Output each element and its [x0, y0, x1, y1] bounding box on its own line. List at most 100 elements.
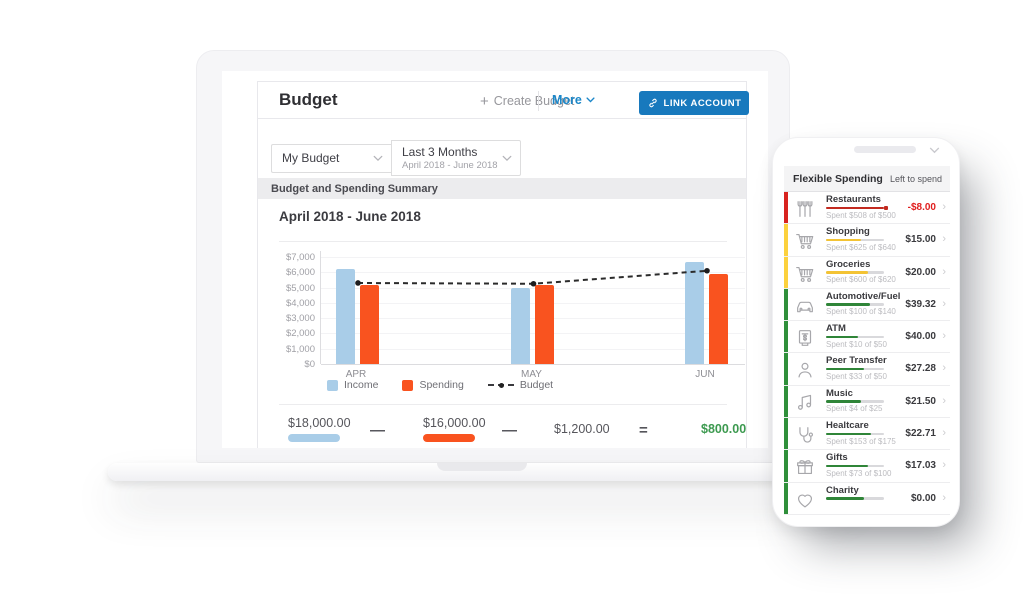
budget-line — [355, 267, 710, 287]
phone-screen: Flexible Spending Left to spend Restaura… — [784, 166, 950, 515]
progress-fill — [826, 464, 868, 468]
spending-bar — [359, 284, 379, 364]
progress-track — [826, 205, 888, 210]
header-divider — [538, 91, 539, 111]
spending-row-charity[interactable]: Charity $0.00 › — [784, 482, 950, 515]
category-name: Restaurants — [826, 194, 881, 205]
income-bar — [335, 269, 355, 364]
laptop-screen: Budget + Create Budget More LINK ACCOUNT … — [222, 71, 768, 448]
phone-list-header: Flexible Spending Left to spend — [784, 166, 950, 192]
summary-equation: $18,000.00 Actual Income — $16,000.00 Ac… — [258, 416, 746, 448]
x-axis-tick-label: MAY — [521, 369, 542, 380]
left-amount: $800.00 — [701, 422, 747, 436]
status-strip — [784, 482, 788, 514]
x-axis-tick-label: APR — [345, 369, 367, 380]
atm-icon — [794, 327, 816, 349]
gridline — [321, 364, 745, 365]
period-select-value: Last 3 Months — [402, 145, 478, 159]
progress-fill — [826, 205, 888, 210]
left-to-spend-amount: $27.28 — [905, 363, 936, 375]
legend-swatch — [402, 379, 414, 391]
phone-speaker — [854, 146, 916, 153]
period-select[interactable]: Last 3 Months April 2018 - June 2018 — [391, 140, 521, 176]
chevron-down-icon — [586, 97, 595, 103]
left-to-spend-amount: $40.00 — [905, 331, 936, 343]
utensils-icon — [794, 198, 816, 220]
actual-income-amount: $18,000.00 — [288, 416, 351, 430]
spending-bar — [535, 284, 554, 364]
goals-stat: $1,200.00 Goals — [554, 416, 610, 448]
chevron-right-icon: › — [942, 362, 946, 375]
left-to-spend-amount: $0.00 — [910, 492, 936, 504]
progress-fill — [826, 367, 864, 371]
spending-row-healtcare[interactable]: Healtcare Spent $153 of $175 $22.71 › — [784, 418, 950, 451]
status-strip — [784, 224, 788, 256]
spending-row-automotive-fuel[interactable]: Automotive/Fuel Spent $100 of $140 $39.32 › — [784, 288, 950, 322]
category-name: Healtcare — [826, 420, 869, 432]
laptop-base-notch — [437, 463, 527, 471]
heart-icon — [794, 489, 816, 511]
goals-amount: $1,200.00 — [554, 422, 610, 436]
gridline — [321, 272, 745, 274]
spending-row-peer-transfer[interactable]: Peer Transfer Spent $33 of $50 $27.28 › — [784, 353, 950, 386]
plus-icon: + — [480, 93, 489, 110]
progress-track — [826, 303, 884, 306]
spent-label: Spent $508 of $500 — [826, 210, 896, 220]
legend-item-budget: Budget — [487, 379, 553, 391]
y-axis-tick-label: $2,000 — [285, 328, 315, 340]
progress-track — [826, 400, 884, 403]
progress-track — [826, 271, 884, 274]
left-to-spend-amount: $22.71 — [905, 428, 936, 440]
spending-row-gifts[interactable]: Gifts Spent $73 of $100 $17.03 › — [784, 450, 950, 483]
chevron-right-icon: › — [942, 297, 946, 310]
link-account-button[interactable]: LINK ACCOUNT — [639, 91, 749, 115]
y-axis-tick-label: $5,000 — [285, 282, 315, 294]
shopping-cart-icon — [794, 230, 816, 252]
overspent-dot — [884, 205, 888, 210]
chevron-right-icon: › — [942, 491, 946, 504]
income-bar — [684, 261, 704, 364]
status-strip — [784, 288, 788, 321]
spending-row-music[interactable]: Music Spent $4 of $25 $21.50 › — [784, 385, 950, 419]
progress-fill — [826, 497, 864, 500]
create-budget-button[interactable]: + Create Budget — [480, 93, 574, 110]
budget-select[interactable]: My Budget — [271, 143, 391, 173]
actual-spending-stat: $16,000.00 Actual Spending — [423, 416, 492, 448]
status-strip — [784, 418, 788, 450]
category-name: ATM — [826, 323, 846, 335]
y-axis-tick-label: $1,000 — [285, 343, 315, 355]
section-header: Budget and Spending Summary — [258, 178, 746, 199]
y-axis-tick-label: $7,000 — [285, 252, 315, 263]
spent-label: Spent $73 of $100 — [826, 468, 892, 478]
actual-spending-amount: $16,000.00 — [423, 416, 486, 430]
more-button[interactable]: More — [552, 93, 595, 107]
category-name: Groceries — [826, 258, 871, 270]
progress-fill — [826, 432, 872, 436]
phone-list-title: Flexible Spending — [793, 172, 883, 185]
chevron-right-icon: › — [942, 201, 946, 213]
chevron-right-icon: › — [942, 459, 946, 472]
laptop-base — [108, 463, 856, 481]
category-name: Music — [826, 387, 853, 399]
spending-bar — [708, 273, 728, 364]
spending-row-restaurants[interactable]: Restaurants Spent $508 of $500 -$8.00 › — [784, 192, 950, 225]
spending-row-shopping[interactable]: Shopping Spent $625 of $640 $15.00 › — [784, 224, 950, 257]
status-strip — [784, 385, 788, 418]
spent-label: Spent $4 of $25 — [826, 404, 883, 414]
chart-title: April 2018 - June 2018 — [279, 209, 421, 224]
budget-chart: $0 $1,000 $2,000 $3,000 $4,000 $5,000 $6,000 $7… — [279, 251, 745, 383]
y-axis-tick-label: $0 — [304, 359, 315, 370]
gridline — [321, 318, 745, 320]
link-icon — [648, 98, 657, 108]
progress-track — [826, 335, 884, 339]
status-strip — [784, 353, 788, 385]
link-account-label: LINK ACCOUNT — [663, 97, 742, 109]
gridline — [321, 333, 745, 335]
spending-row-atm[interactable]: ATM Spent $10 of $50 $40.00 › — [784, 321, 950, 354]
budget-point — [704, 267, 710, 274]
spending-row-groceries[interactable]: Groceries Spent $600 of $620 $20.00 › — [784, 256, 950, 289]
category-name: Peer Transfer — [826, 355, 887, 367]
plot-area — [320, 251, 745, 365]
left-to-spend-amount: $21.50 — [905, 395, 936, 407]
spent-label: Spent $625 of $640 — [826, 242, 896, 252]
